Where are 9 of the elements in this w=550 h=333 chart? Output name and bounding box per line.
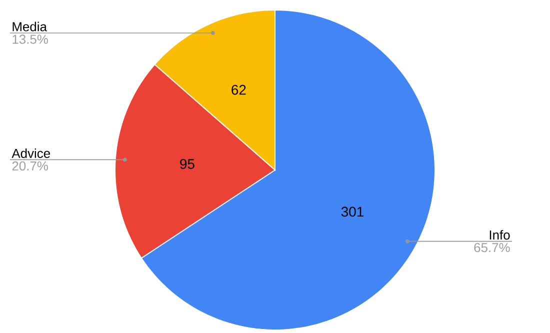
slice-label: Info bbox=[490, 230, 510, 240]
slice-label: Media bbox=[12, 22, 47, 32]
data-label: 95 bbox=[180, 159, 194, 169]
data-label: 301 bbox=[341, 206, 364, 217]
slice-label: Advice bbox=[12, 148, 50, 158]
text: 20.7% bbox=[12, 161, 48, 171]
data-label: 62 bbox=[232, 84, 246, 95]
text: 65.7% bbox=[474, 242, 510, 252]
text: 13.5% bbox=[12, 34, 48, 44]
